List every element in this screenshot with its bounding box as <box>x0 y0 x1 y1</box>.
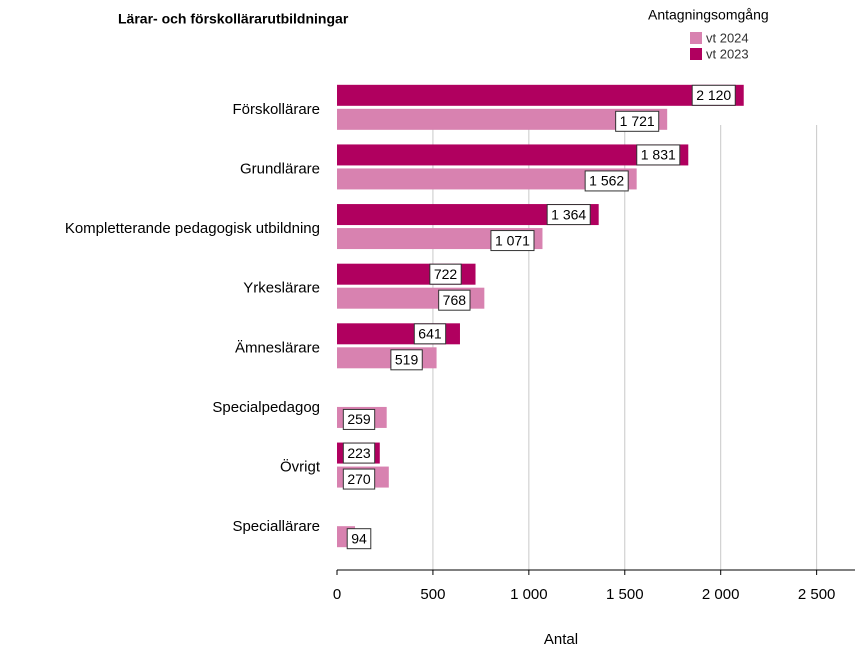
value-label: 519 <box>390 349 423 371</box>
chart-title: Lärar- och förskollärarutbildningar <box>118 11 349 27</box>
x-tick-label: 0 <box>333 586 341 603</box>
legend-label: vt 2023 <box>706 46 749 61</box>
legend-swatch <box>690 32 702 44</box>
y-tick-label: Specialpedagog <box>212 399 320 416</box>
legend-label: vt 2024 <box>706 30 749 45</box>
value-label-text: 1 562 <box>589 173 624 189</box>
value-label: 94 <box>346 528 372 550</box>
value-label-text: 641 <box>418 326 442 342</box>
value-label: 1 562 <box>584 170 629 192</box>
legend-swatch <box>690 48 702 60</box>
value-label-box <box>390 349 423 371</box>
value-label-box <box>346 528 372 550</box>
value-label: 1 364 <box>546 204 591 226</box>
value-label-text: 722 <box>434 266 458 282</box>
value-label-text: 1 721 <box>620 113 655 129</box>
value-label: 1 831 <box>636 144 681 166</box>
value-label-box <box>636 144 681 166</box>
x-tick-label: 1 000 <box>510 586 548 603</box>
value-label-box <box>429 263 462 285</box>
value-label-text: 1 364 <box>551 206 586 222</box>
value-label: 259 <box>342 408 376 430</box>
y-tick-label: Grundlärare <box>240 160 320 177</box>
value-label: 768 <box>438 289 471 311</box>
value-label-box <box>490 230 535 252</box>
y-tick-label: Yrkeslärare <box>243 280 320 297</box>
value-label-box <box>438 289 471 311</box>
bar <box>337 204 599 226</box>
value-label: 641 <box>413 323 447 345</box>
value-label-box <box>584 170 629 192</box>
y-tick-label: Övrigt <box>280 458 321 476</box>
value-label: 1 721 <box>615 110 660 132</box>
value-label: 270 <box>342 468 376 490</box>
bar <box>337 84 744 106</box>
value-label-box <box>342 442 376 464</box>
value-label-box <box>413 323 447 345</box>
value-label-text: 2 120 <box>696 87 731 103</box>
value-label-text: 94 <box>351 530 367 546</box>
bar <box>337 108 668 130</box>
value-label-box <box>546 204 591 226</box>
x-tick-label: 2 500 <box>798 586 836 603</box>
y-tick-label: Kompletterande pedagogisk utbildning <box>65 220 320 237</box>
value-label-text: 1 831 <box>641 147 676 163</box>
value-label-text: 223 <box>347 445 371 461</box>
value-label-text: 1 071 <box>495 232 530 248</box>
value-label-text: 519 <box>395 352 419 368</box>
x-tick-label: 500 <box>420 586 445 603</box>
value-label: 722 <box>429 263 462 285</box>
value-label-box <box>342 408 376 430</box>
y-tick-label: Ämneslärare <box>235 339 320 356</box>
legend-title: Antagningsomgång <box>648 7 769 23</box>
value-label-text: 259 <box>347 411 371 427</box>
value-label-text: 270 <box>347 471 371 487</box>
bar <box>337 144 689 166</box>
x-axis-label: Antal <box>544 631 578 648</box>
value-label: 2 120 <box>691 84 736 106</box>
value-label-box <box>615 110 660 132</box>
value-label-text: 768 <box>443 292 467 308</box>
x-tick-label: 1 500 <box>606 586 644 603</box>
value-label-box <box>691 84 736 106</box>
value-label: 223 <box>342 442 376 464</box>
x-tick-label: 2 000 <box>702 586 740 603</box>
value-label-box <box>342 468 376 490</box>
bar <box>337 168 637 190</box>
y-tick-label: Speciallärare <box>232 518 320 535</box>
y-tick-label: Förskollärare <box>232 101 320 118</box>
value-label: 1 071 <box>490 230 535 252</box>
